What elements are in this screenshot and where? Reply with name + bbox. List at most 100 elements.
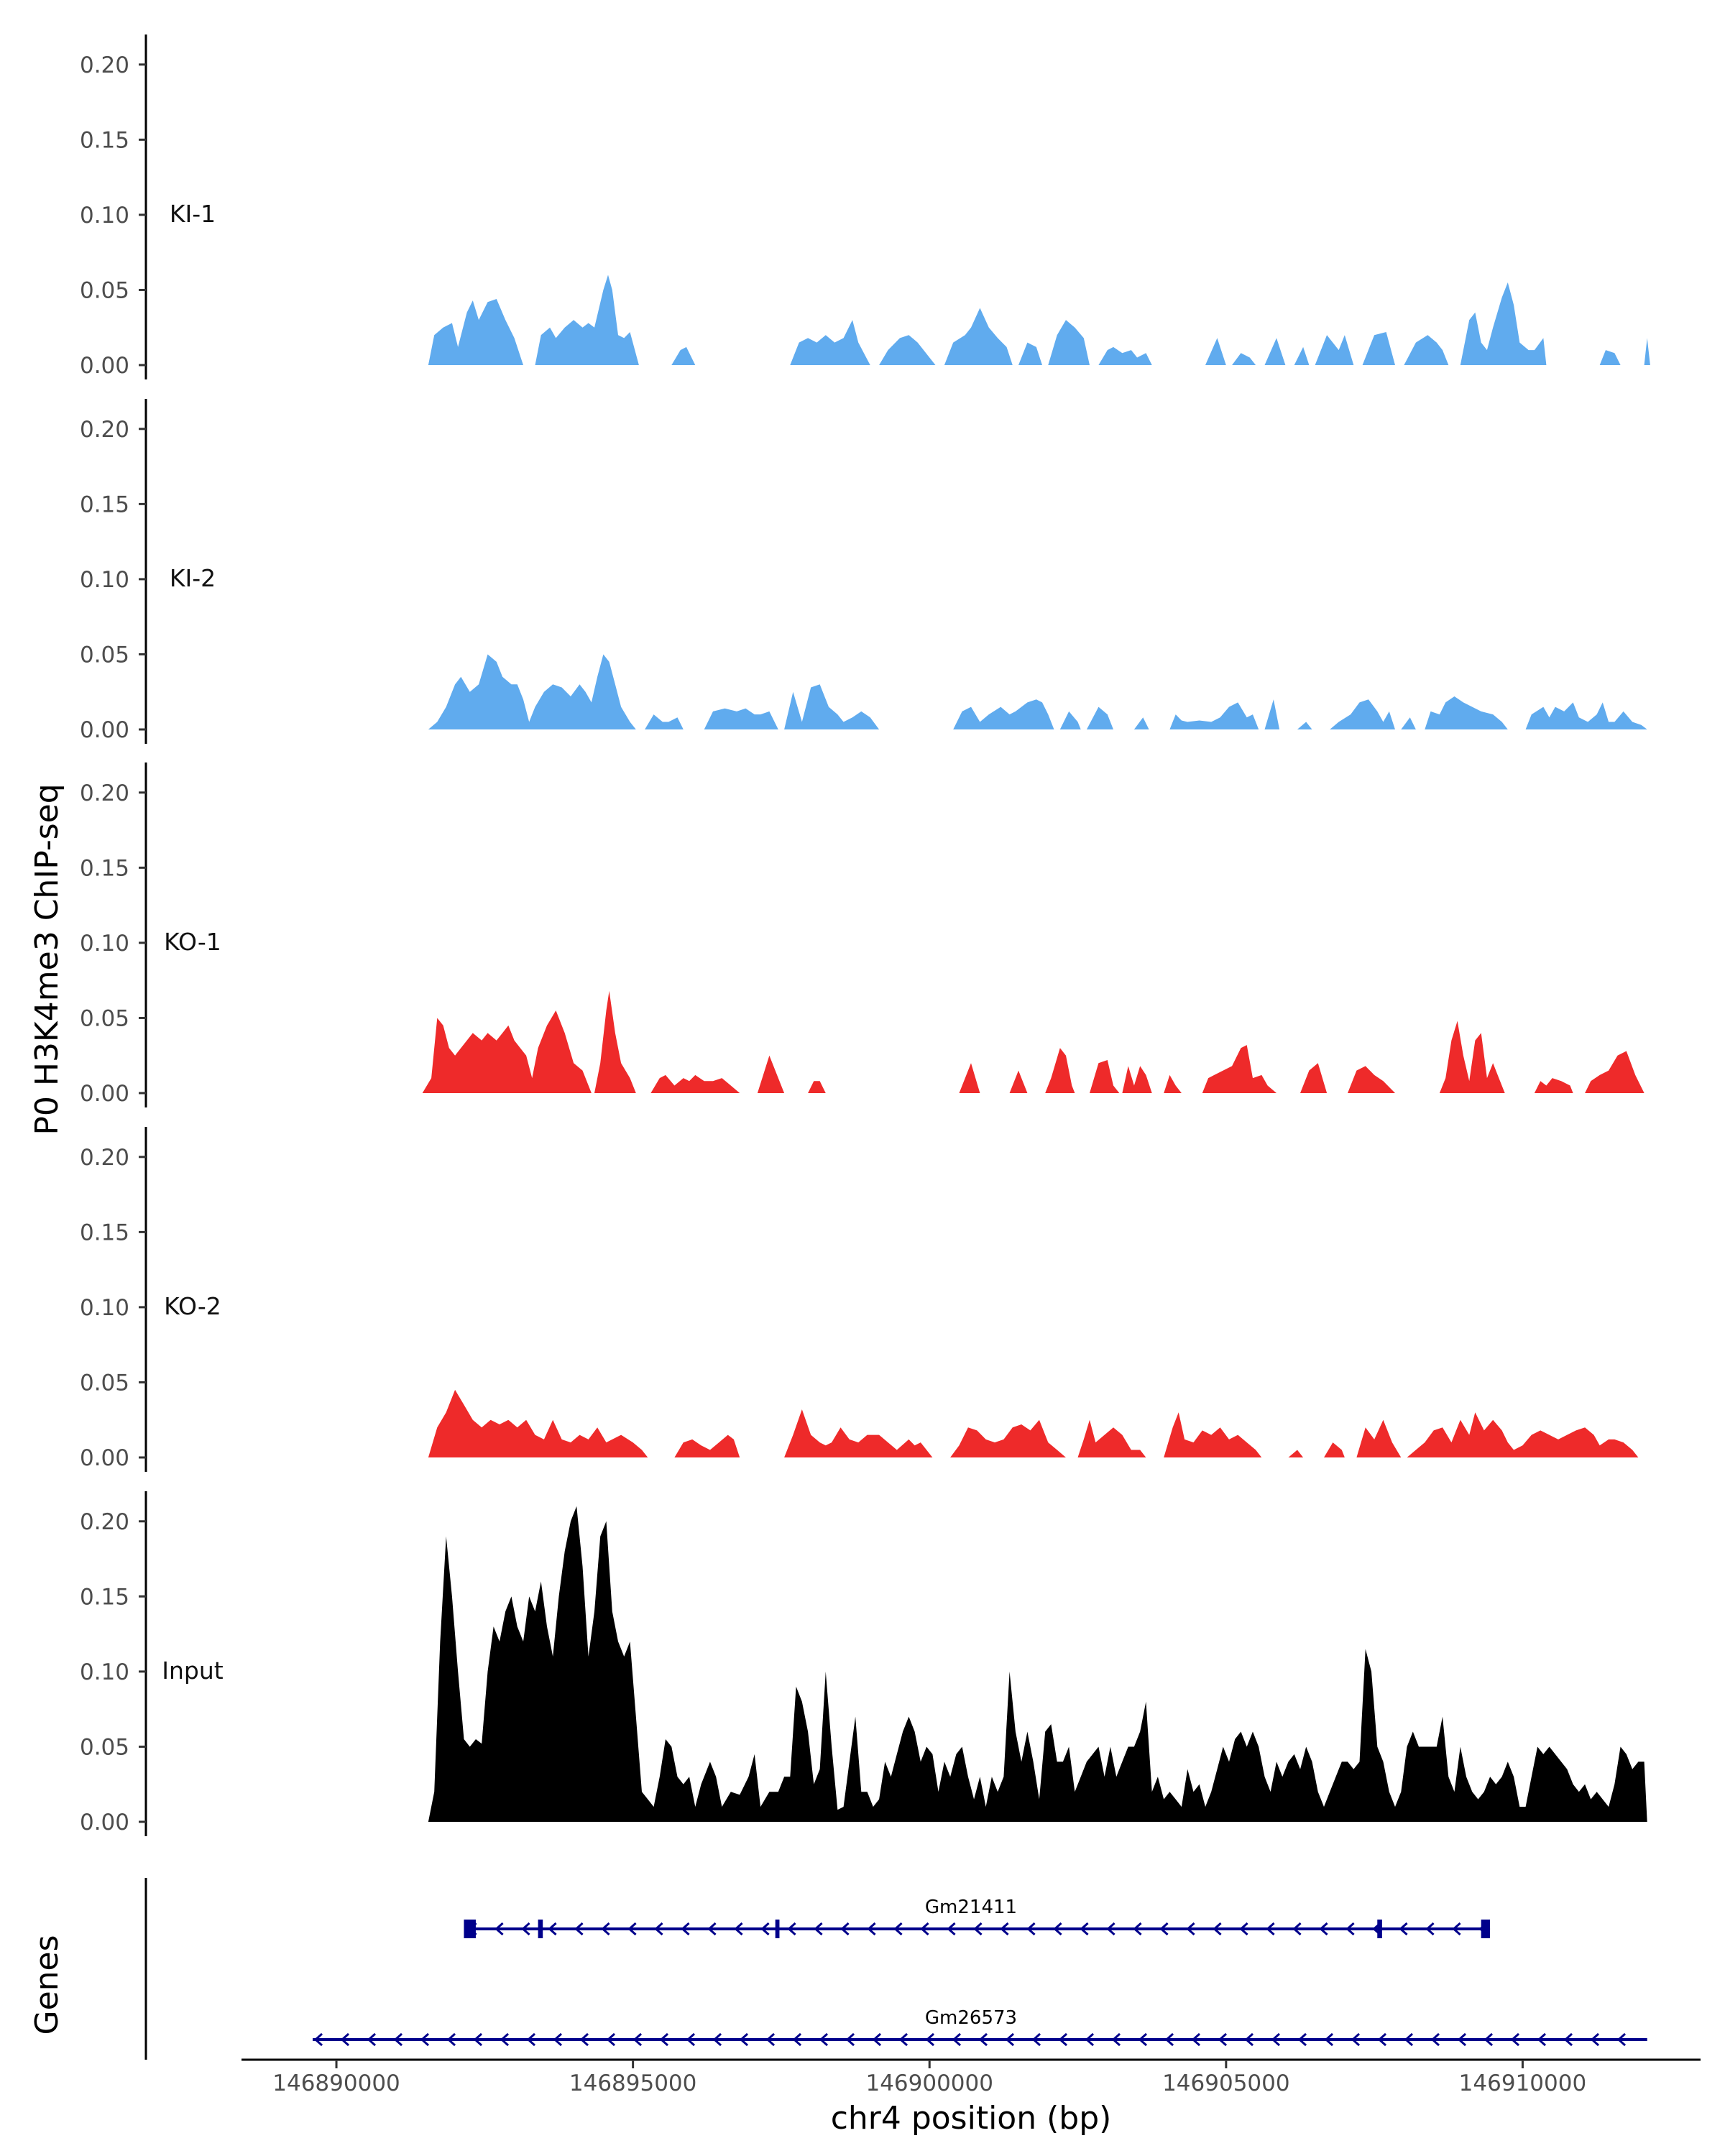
signal-area — [594, 990, 636, 1093]
signal-area — [1169, 702, 1259, 729]
strand-arrow — [1244, 2032, 1254, 2047]
track-label: Input — [162, 1657, 224, 1685]
y-tick-label: 0.00 — [80, 1445, 129, 1471]
y-tick-label: 0.20 — [80, 417, 129, 443]
track-input: 0.00 0.05 0.10 0.15 0.20 Input — [80, 1491, 1647, 1836]
signal-area — [757, 1055, 785, 1093]
track-layer: 0.00 0.05 0.10 0.15 0.20 KI-1 0.00 0.05 0.10 0.15… — [80, 34, 1650, 1836]
strand-arrow — [632, 2032, 643, 2047]
signal-area — [1330, 699, 1395, 729]
y-axis-title: P0 H3K4me3 ChIP-seq — [29, 783, 65, 1135]
strand-arrow — [1452, 1922, 1461, 1936]
strand-arrow — [1430, 2032, 1440, 2047]
gene-gm26573: Gm26573 — [313, 2007, 1647, 2047]
signal-area — [1294, 346, 1310, 365]
strand-arrow — [1031, 2032, 1041, 2047]
signal-area — [1164, 1412, 1262, 1457]
y-tick-label: 0.15 — [80, 127, 129, 153]
x-tick-label: 146905000 — [1162, 2070, 1290, 2096]
strand-arrow — [654, 1922, 663, 1936]
signal-area — [1534, 1078, 1573, 1093]
signal-area — [1356, 1419, 1402, 1457]
gene-gm21411: Gm21411 — [464, 1897, 1491, 1938]
track-ki-1: 0.00 0.05 0.10 0.15 0.20 KI-1 — [80, 34, 1650, 379]
signal-area — [953, 699, 1054, 729]
signal-area — [790, 320, 870, 365]
strand-arrow — [494, 1922, 504, 1936]
strand-arrow — [579, 2032, 589, 2047]
strand-arrow — [340, 2032, 350, 2047]
signal-area — [784, 684, 880, 729]
y-tick-label: 0.10 — [80, 567, 129, 593]
signal-area — [1122, 1066, 1152, 1093]
strand-arrow — [1266, 1922, 1275, 1936]
strand-arrow — [893, 1922, 903, 1936]
strand-arrow — [952, 2032, 962, 2047]
strand-arrow — [1510, 2032, 1520, 2047]
x-tick-label: 146900000 — [865, 2070, 993, 2096]
y-tick-label: 0.15 — [80, 855, 129, 881]
strand-arrow — [787, 1922, 796, 1936]
strand-arrow — [1616, 2032, 1627, 2047]
y-tick-label: 0.05 — [80, 642, 129, 668]
strand-arrow — [1271, 2032, 1281, 2047]
signal-area — [944, 308, 1013, 365]
strand-arrow — [446, 2032, 456, 2047]
y-tick-label: 0.05 — [80, 1005, 129, 1031]
strand-arrow — [1377, 2032, 1387, 2047]
exon-block — [464, 1920, 476, 1938]
y-tick-label: 0.05 — [80, 1370, 129, 1396]
signal-area — [1018, 342, 1042, 365]
track-ki-2: 0.00 0.05 0.10 0.15 0.20 KI-2 — [80, 399, 1647, 744]
signal-area — [1599, 350, 1621, 365]
strand-arrow — [898, 2032, 908, 2047]
y-tick-label: 0.10 — [80, 1659, 129, 1685]
signal-area — [428, 1506, 1647, 1822]
exon-block — [1481, 1920, 1491, 1938]
signal-area — [1133, 717, 1149, 729]
strand-arrow — [840, 1922, 850, 1936]
signal-area — [1077, 1419, 1146, 1457]
signal-area — [428, 299, 523, 365]
strand-arrow — [1537, 2032, 1547, 2047]
gene-name-label: Gm26573 — [925, 2007, 1017, 2029]
exon-block — [775, 1920, 780, 1938]
strand-arrow — [1186, 1922, 1195, 1936]
strand-arrow — [1425, 1922, 1435, 1936]
signal-area — [428, 654, 636, 729]
signal-area — [1407, 1412, 1639, 1457]
strand-arrow — [1213, 1922, 1222, 1936]
strand-arrow — [1005, 2032, 1015, 2047]
y-tick-label: 0.00 — [80, 717, 129, 743]
strand-arrow — [947, 1922, 956, 1936]
strand-arrow — [659, 2032, 669, 2047]
signal-area — [1362, 332, 1395, 365]
strand-arrow — [686, 2032, 696, 2047]
strand-arrow — [978, 2032, 988, 2047]
strand-arrow — [1000, 1922, 1009, 1936]
signal-area — [1297, 722, 1312, 729]
y-tick-label: 0.05 — [80, 277, 129, 303]
strand-arrow — [1239, 1922, 1248, 1936]
signal-area — [784, 1409, 933, 1457]
strand-arrow — [367, 2032, 377, 2047]
signal-area — [422, 1010, 592, 1093]
strand-arrow — [681, 1922, 690, 1936]
signal-area — [879, 335, 936, 365]
x-tick-label: 146910000 — [1459, 2070, 1587, 2096]
strand-arrow — [792, 2032, 802, 2047]
strand-arrow — [1218, 2032, 1228, 2047]
signal-area — [1315, 335, 1354, 365]
signal-area — [1202, 1045, 1276, 1093]
signal-area — [1300, 1063, 1328, 1093]
signal-area — [1205, 338, 1226, 365]
strand-arrow — [712, 2032, 722, 2047]
signal-area — [1164, 1074, 1182, 1093]
strand-arrow — [734, 1922, 743, 1936]
strand-arrow — [1111, 2032, 1121, 2047]
strand-arrow — [473, 2032, 483, 2047]
exon-block — [538, 1920, 543, 1938]
signal-area — [650, 1074, 740, 1093]
signal-area — [1059, 711, 1081, 729]
